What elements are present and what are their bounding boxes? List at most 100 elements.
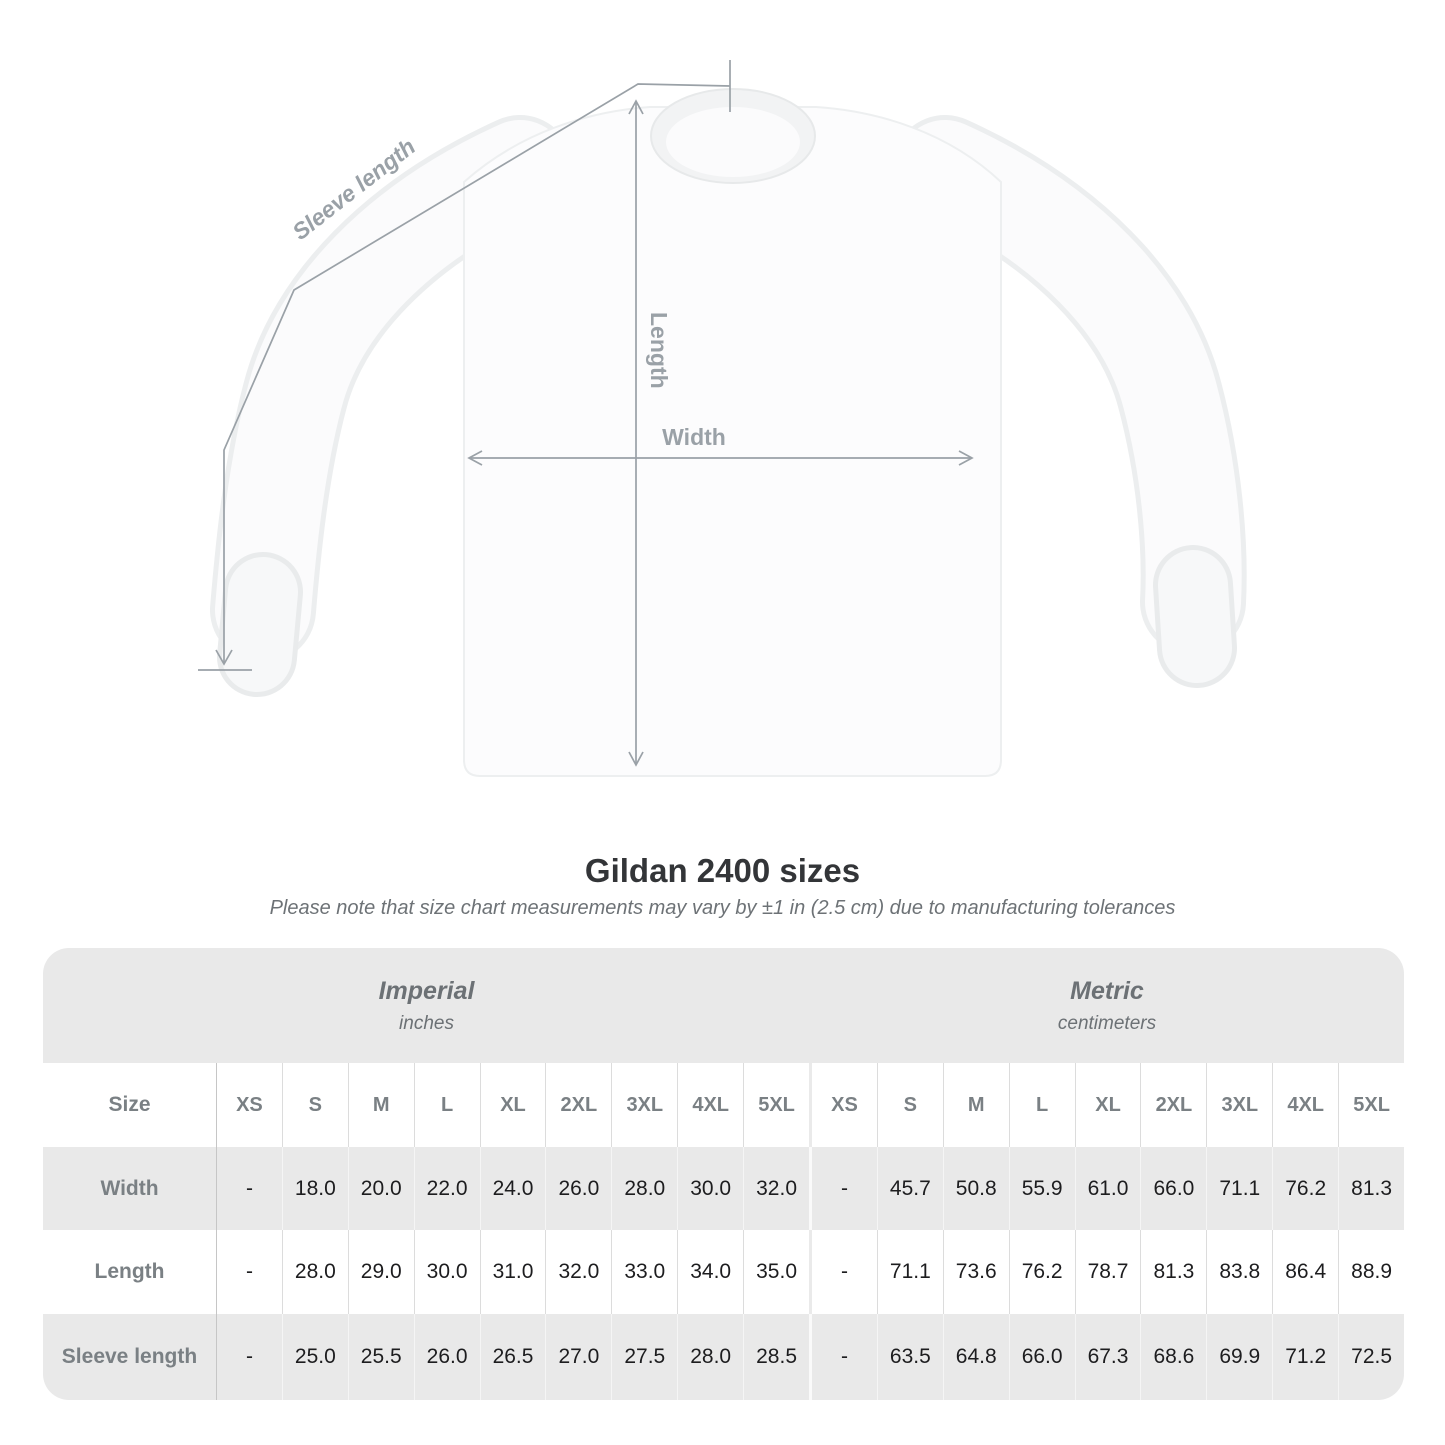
length-dimension-line bbox=[628, 99, 644, 767]
shirt-diagram-svg bbox=[198, 60, 1247, 777]
size-column-header: M bbox=[942, 1063, 1009, 1147]
value-cell: 28.0 bbox=[611, 1147, 677, 1230]
value-cell: 71.1 bbox=[1206, 1147, 1272, 1230]
size-column-header: L bbox=[1008, 1063, 1075, 1147]
value-cell: 30.0 bbox=[677, 1147, 743, 1230]
value-cell: - bbox=[216, 1314, 282, 1400]
value-cell: - bbox=[809, 1230, 877, 1314]
size-column-header: M bbox=[347, 1063, 414, 1147]
value-cell: - bbox=[216, 1230, 282, 1314]
imperial-title: Imperial bbox=[378, 976, 475, 1005]
value-cell: 28.0 bbox=[281, 1230, 348, 1314]
value-cell: 68.6 bbox=[1140, 1314, 1206, 1400]
value-cell: 32.0 bbox=[743, 1147, 809, 1230]
value-cell: 64.8 bbox=[942, 1314, 1009, 1400]
size-table: Imperial inches Metric centimeters Size … bbox=[43, 948, 1404, 1400]
sleeve-length-dimension-line bbox=[198, 60, 731, 671]
value-cell: 22.0 bbox=[413, 1147, 480, 1230]
value-cell: 29.0 bbox=[347, 1230, 414, 1314]
sleeve-length-row: Sleeve length - 25.0 25.5 26.0 26.5 27.0… bbox=[43, 1314, 1404, 1400]
value-cell: 73.6 bbox=[942, 1230, 1009, 1314]
value-cell: 78.7 bbox=[1074, 1230, 1141, 1314]
value-cell: 34.0 bbox=[677, 1230, 743, 1314]
size-column-header: 5XL bbox=[743, 1063, 809, 1147]
value-cell: 88.9 bbox=[1338, 1230, 1404, 1314]
value-cell: 66.0 bbox=[1008, 1314, 1075, 1400]
value-cell: 32.0 bbox=[545, 1230, 611, 1314]
length-label: Length bbox=[646, 312, 672, 389]
value-cell: 55.9 bbox=[1008, 1147, 1075, 1230]
value-cell: 86.4 bbox=[1272, 1230, 1338, 1314]
value-cell: 33.0 bbox=[611, 1230, 677, 1314]
value-cell: 25.5 bbox=[347, 1314, 414, 1400]
value-cell: 81.3 bbox=[1338, 1147, 1404, 1230]
size-column-header: 4XL bbox=[677, 1063, 743, 1147]
size-column-header: 2XL bbox=[545, 1063, 611, 1147]
length-row: Length - 28.0 29.0 30.0 31.0 32.0 33.0 3… bbox=[43, 1230, 1404, 1314]
row-label: Width bbox=[100, 1176, 159, 1200]
imperial-section-header: Imperial inches bbox=[43, 948, 810, 1063]
size-header-row: Size XS S M L XL 2XL 3XL 4XL 5XL XS S M … bbox=[43, 1063, 1404, 1147]
metric-title: Metric bbox=[1070, 976, 1144, 1005]
value-cell: 27.0 bbox=[545, 1314, 611, 1400]
size-column-header: 3XL bbox=[611, 1063, 677, 1147]
value-cell: 83.8 bbox=[1206, 1230, 1272, 1314]
value-cell: 26.0 bbox=[413, 1314, 480, 1400]
width-row: Width - 18.0 20.0 22.0 24.0 26.0 28.0 30… bbox=[43, 1147, 1404, 1230]
width-dimension-line bbox=[467, 450, 974, 466]
value-cell: 67.3 bbox=[1074, 1314, 1141, 1400]
width-label: Width bbox=[662, 424, 726, 450]
size-column-header: XS bbox=[216, 1063, 282, 1147]
value-cell: 31.0 bbox=[479, 1230, 546, 1314]
value-cell: 45.7 bbox=[876, 1147, 943, 1230]
value-cell: 66.0 bbox=[1140, 1147, 1206, 1230]
imperial-units: inches bbox=[399, 1012, 454, 1034]
value-cell: 18.0 bbox=[281, 1147, 348, 1230]
size-column-header: XL bbox=[479, 1063, 546, 1147]
value-cell: 81.3 bbox=[1140, 1230, 1206, 1314]
size-column-header: 5XL bbox=[1338, 1063, 1404, 1147]
value-cell: 26.0 bbox=[545, 1147, 611, 1230]
shirt-graphic bbox=[210, 88, 1247, 777]
value-cell: 24.0 bbox=[479, 1147, 546, 1230]
value-cell: 28.5 bbox=[743, 1314, 809, 1400]
metric-section-header: Metric centimeters bbox=[810, 948, 1404, 1063]
value-cell: 63.5 bbox=[876, 1314, 943, 1400]
value-cell: 71.2 bbox=[1272, 1314, 1338, 1400]
value-cell: 71.1 bbox=[876, 1230, 943, 1314]
size-column-header: XL bbox=[1074, 1063, 1141, 1147]
page-title: Gildan 2400 sizes bbox=[584, 852, 861, 889]
value-cell: 30.0 bbox=[413, 1230, 480, 1314]
tolerance-note: Please note that size chart measurements… bbox=[269, 897, 1176, 919]
value-cell: 76.2 bbox=[1272, 1147, 1338, 1230]
value-cell: 61.0 bbox=[1074, 1147, 1141, 1230]
value-cell: 35.0 bbox=[743, 1230, 809, 1314]
value-cell: - bbox=[809, 1314, 877, 1400]
value-cell: - bbox=[809, 1147, 877, 1230]
value-cell: 28.0 bbox=[677, 1314, 743, 1400]
metric-units: centimeters bbox=[1057, 1012, 1157, 1034]
value-cell: 50.8 bbox=[942, 1147, 1009, 1230]
value-cell: 27.5 bbox=[611, 1314, 677, 1400]
row-label: Sleeve length bbox=[61, 1345, 198, 1368]
size-corner-label: Size bbox=[108, 1093, 151, 1116]
value-cell: 26.5 bbox=[479, 1314, 546, 1400]
unit-system-header-row: Imperial inches Metric centimeters bbox=[43, 948, 1404, 1063]
size-column-header: 2XL bbox=[1140, 1063, 1206, 1147]
size-column-header: 4XL bbox=[1272, 1063, 1338, 1147]
value-cell: 20.0 bbox=[347, 1147, 414, 1230]
row-label: Length bbox=[94, 1260, 165, 1283]
shirt-measurement-diagram: Sleeve length Length Width bbox=[198, 60, 1247, 777]
value-cell: 69.9 bbox=[1206, 1314, 1272, 1400]
size-column-header: L bbox=[413, 1063, 480, 1147]
value-cell: 25.0 bbox=[281, 1314, 348, 1400]
size-column-header: S bbox=[281, 1063, 348, 1147]
size-column-header: XS bbox=[809, 1063, 877, 1147]
value-cell: 72.5 bbox=[1338, 1314, 1404, 1400]
size-column-header: S bbox=[876, 1063, 943, 1147]
dimension-lines bbox=[198, 60, 974, 767]
value-cell: 76.2 bbox=[1008, 1230, 1075, 1314]
size-column-header: 3XL bbox=[1206, 1063, 1272, 1147]
value-cell: - bbox=[216, 1147, 282, 1230]
